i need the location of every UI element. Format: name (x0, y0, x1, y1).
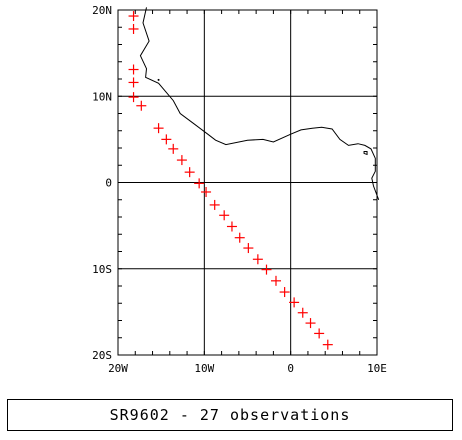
observation-marker (128, 11, 139, 22)
observation-marker (226, 221, 237, 232)
observation-marker (234, 232, 245, 243)
observation-marker (270, 275, 281, 286)
lat-tick-label: 0 (105, 177, 112, 190)
coastline (139, 7, 380, 200)
observation-marker (128, 92, 139, 103)
observation-markers (128, 11, 333, 350)
island-dot (157, 78, 160, 81)
coastline-path (139, 7, 380, 200)
observation-marker (201, 186, 212, 197)
lon-tick-label: 0 (287, 362, 294, 375)
observation-marker (219, 210, 230, 221)
observation-marker (161, 134, 172, 145)
observation-marker (322, 339, 333, 350)
observation-marker (184, 167, 195, 178)
caption-title: SR9602 - 27 observations (109, 406, 351, 424)
lon-tick-label: 10E (367, 362, 387, 375)
observation-marker (279, 287, 290, 298)
observation-marker (168, 143, 179, 154)
observation-marker (153, 123, 164, 134)
observation-marker (261, 264, 272, 275)
lat-tick-label: 10N (92, 90, 112, 103)
lon-tick-label: 20W (108, 362, 128, 375)
observation-marker (252, 254, 263, 265)
observation-marker (128, 77, 139, 88)
caption-box: SR9602 - 27 observations (7, 399, 453, 431)
observation-marker (128, 23, 139, 34)
map-grid (117, 9, 378, 356)
observation-marker (176, 155, 187, 166)
observation-marker (314, 328, 325, 339)
observation-marker (209, 199, 220, 210)
observation-marker (128, 64, 139, 75)
lat-tick-label: 20N (92, 4, 112, 17)
observation-marker (289, 297, 300, 308)
lat-tick-label: 20S (92, 349, 112, 362)
island-bioko (363, 150, 368, 156)
observation-marker (194, 178, 205, 189)
observation-marker (136, 100, 147, 111)
observation-marker (243, 243, 254, 254)
observation-marker (305, 318, 316, 329)
lon-tick-label: 10W (194, 362, 214, 375)
axis-labels: 20W 10W 0 10E 20N 10N 0 10S 20S (92, 4, 387, 375)
observation-marker (297, 307, 308, 318)
lat-tick-label: 10S (92, 263, 112, 276)
